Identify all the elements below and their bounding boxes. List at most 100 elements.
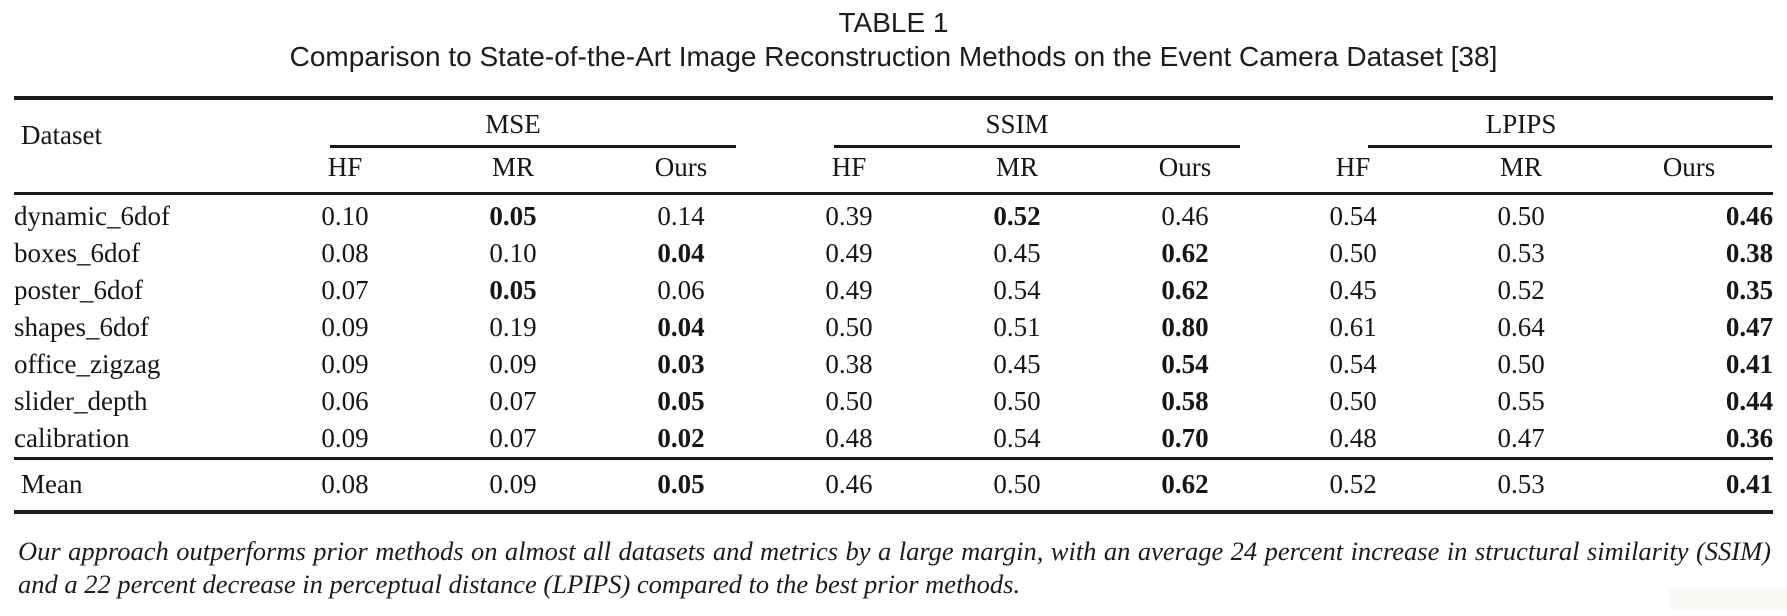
value-cell: 0.45	[1329, 275, 1377, 305]
scan-artifact	[1669, 588, 1787, 610]
value-cell: 0.38	[1725, 238, 1774, 268]
dataset-cell: boxes_6dof	[14, 238, 140, 268]
dataset-cell: dynamic_6dof	[14, 201, 170, 231]
value-cell: 0.09	[429, 457, 597, 514]
value-cell: 0.14	[657, 201, 705, 231]
metric-group-label-mse: MSE	[485, 109, 541, 139]
table-row: dynamic_6dof 0.10 0.05 0.14 0.39 0.52 0.…	[14, 194, 1773, 236]
table-body: dynamic_6dof 0.10 0.05 0.14 0.39 0.52 0.…	[14, 194, 1773, 459]
value-cell: 0.54	[993, 275, 1041, 305]
value-cell: 0.55	[1497, 386, 1545, 416]
dataset-column-header: Dataset	[14, 98, 261, 195]
table-header: Dataset MSE SSIM LPIPS HF MR Ours HF MR …	[14, 98, 1774, 195]
value-cell: 0.50	[1497, 349, 1545, 379]
table-subtitle: Comparison to State-of-the-Art Image Rec…	[289, 41, 1498, 72]
column-header: HF	[261, 149, 429, 195]
mean-row: Mean 0.08 0.09 0.05 0.46 0.50 0.62 0.52 …	[14, 457, 1774, 514]
value-cell: 0.46	[1161, 201, 1209, 231]
value-cell: 0.50	[1329, 238, 1377, 268]
value-cell: 0.41	[1605, 457, 1774, 514]
metric-group-label-ssim: SSIM	[985, 109, 1049, 139]
value-cell: 0.48	[1329, 423, 1377, 453]
value-cell: 0.03	[657, 349, 705, 379]
value-cell: 0.52	[993, 201, 1041, 231]
value-cell: 0.50	[993, 386, 1041, 416]
value-cell: 0.52	[1497, 275, 1545, 305]
dataset-cell: calibration	[14, 423, 130, 453]
value-cell: 0.09	[321, 349, 369, 379]
value-cell: 0.07	[321, 275, 369, 305]
value-cell: 0.45	[993, 349, 1041, 379]
value-cell: 0.46	[1725, 201, 1774, 231]
value-cell: 0.08	[321, 238, 369, 268]
table-row: boxes_6dof 0.08 0.10 0.04 0.49 0.45 0.62…	[14, 235, 1773, 272]
column-header: Ours	[1605, 149, 1774, 195]
table-row: shapes_6dof 0.09 0.19 0.04 0.50 0.51 0.8…	[14, 309, 1773, 346]
value-cell: 0.64	[1497, 312, 1545, 342]
group-underline	[1368, 145, 1773, 148]
value-cell: 0.50	[825, 386, 873, 416]
value-cell: 0.04	[657, 312, 705, 342]
column-header: HF	[765, 149, 934, 195]
value-cell: 0.47	[1497, 423, 1545, 453]
metric-group-ssim: SSIM	[765, 98, 1269, 149]
value-cell: 0.50	[1497, 201, 1545, 231]
value-cell: 0.61	[1329, 312, 1377, 342]
value-cell: 0.49	[825, 275, 873, 305]
value-cell: 0.54	[1329, 201, 1377, 231]
table-row: slider_depth 0.06 0.07 0.05 0.50 0.50 0.…	[14, 383, 1773, 420]
value-cell: 0.08	[261, 457, 429, 514]
value-cell: 0.06	[321, 386, 369, 416]
table-title: TABLE 1	[838, 7, 949, 38]
value-cell: 0.07	[489, 423, 537, 453]
value-cell: 0.58	[1161, 386, 1209, 416]
value-cell: 0.05	[657, 386, 705, 416]
value-cell: 0.09	[321, 423, 369, 453]
value-cell: 0.54	[1329, 349, 1377, 379]
value-cell: 0.50	[825, 312, 873, 342]
metric-group-mse: MSE	[261, 98, 765, 149]
column-header: MR	[1437, 149, 1606, 195]
value-cell: 0.10	[321, 201, 369, 231]
value-cell: 0.36	[1725, 423, 1774, 453]
value-cell: 0.41	[1725, 349, 1774, 379]
value-cell: 0.53	[1497, 238, 1545, 268]
value-cell: 0.46	[765, 457, 934, 514]
value-cell: 0.52	[1269, 457, 1438, 514]
table-footnote: Our approach outperforms prior methods o…	[18, 536, 1771, 599]
value-cell: 0.54	[1161, 349, 1209, 379]
table-row: poster_6dof 0.07 0.05 0.06 0.49 0.54 0.6…	[14, 272, 1773, 309]
value-cell: 0.19	[489, 312, 537, 342]
value-cell: 0.38	[825, 349, 873, 379]
mean-section: Mean 0.08 0.09 0.05 0.46 0.50 0.62 0.52 …	[14, 457, 1774, 514]
column-header: HF	[1269, 149, 1438, 195]
value-cell: 0.70	[1161, 423, 1209, 453]
value-cell: 0.09	[489, 349, 537, 379]
value-cell: 0.06	[657, 275, 705, 305]
value-cell: 0.50	[933, 457, 1102, 514]
value-cell: 0.04	[657, 238, 705, 268]
metric-group-label-lpips: LPIPS	[1485, 109, 1557, 139]
dataset-cell: slider_depth	[14, 386, 148, 416]
dataset-cell: Mean	[14, 457, 261, 514]
value-cell: 0.50	[1329, 386, 1377, 416]
value-cell: 0.54	[993, 423, 1041, 453]
table-row: calibration 0.09 0.07 0.02 0.48 0.54 0.7…	[14, 420, 1773, 459]
value-cell: 0.47	[1725, 312, 1774, 342]
subheader-row: HF MR Ours HF MR Ours HF MR Ours	[14, 149, 1774, 195]
value-cell: 0.80	[1161, 312, 1209, 342]
value-cell: 0.05	[489, 201, 537, 231]
column-header: Ours	[1101, 149, 1270, 195]
value-cell: 0.35	[1725, 275, 1774, 305]
metric-group-lpips: LPIPS	[1269, 98, 1773, 149]
value-cell: 0.10	[489, 238, 537, 268]
value-cell: 0.48	[825, 423, 873, 453]
column-header: MR	[429, 149, 597, 195]
dataset-cell: poster_6dof	[14, 275, 143, 305]
value-cell: 0.62	[1101, 457, 1270, 514]
group-header-row: Dataset MSE SSIM LPIPS	[14, 98, 1773, 195]
column-header: MR	[933, 149, 1102, 195]
group-underline	[834, 145, 1241, 148]
group-underline	[330, 145, 737, 148]
table-caption: TABLE 1 Comparison to State-of-the-Art I…	[0, 0, 1787, 74]
